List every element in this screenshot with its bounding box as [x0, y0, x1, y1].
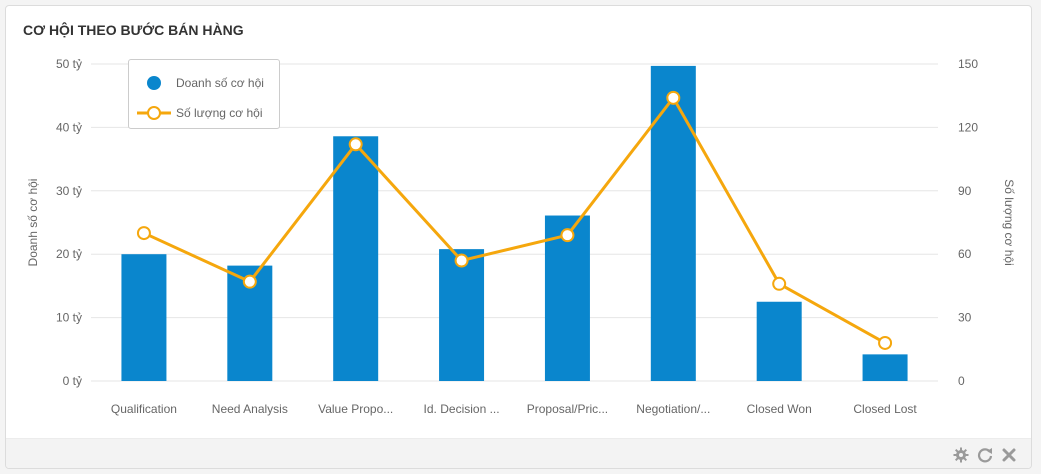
- gear-icon[interactable]: [953, 447, 969, 463]
- y2-tick-label: 150: [958, 57, 978, 71]
- line-point[interactable]: [242, 274, 257, 289]
- legend-label-line: Số lượng cơ hội: [176, 106, 263, 120]
- x-tick-label: Need Analysis: [212, 402, 288, 416]
- bar[interactable]: [756, 301, 802, 381]
- y-axis-title: Doanh số cơ hội: [26, 179, 40, 267]
- chart-panel: CƠ HỘI THEO BƯỚC BÁN HÀNG 0 tỷ 10 tỷ 20 tỷ…: [5, 5, 1032, 469]
- line-point[interactable]: [348, 137, 363, 152]
- line-point[interactable]: [666, 90, 681, 105]
- x-tick-label: Negotiation/...: [636, 402, 710, 416]
- x-tick-label: Id. Decision ...: [424, 402, 500, 416]
- y-tick-label: 20 tỷ: [56, 247, 82, 261]
- legend-label-bar: Doanh số cơ hội: [176, 76, 264, 90]
- x-tick-label: Qualification: [111, 402, 177, 416]
- panel-title: CƠ HỘI THEO BƯỚC BÁN HÀNG: [23, 22, 244, 38]
- y2-tick-label: 120: [958, 120, 978, 134]
- line-point[interactable]: [454, 253, 469, 268]
- bar[interactable]: [121, 254, 167, 381]
- series-line: [143, 96, 886, 345]
- bar[interactable]: [544, 215, 590, 381]
- line-point[interactable]: [772, 276, 787, 291]
- line-point[interactable]: [560, 228, 575, 243]
- y2-tick-label: 90: [958, 184, 972, 198]
- y2-axis-title: Số lượng cơ hội: [1002, 179, 1016, 265]
- y-tick-label: 0 tỷ: [63, 374, 82, 388]
- x-tick-label: Closed Won: [747, 402, 812, 416]
- panel-footer: [6, 438, 1031, 468]
- y2-tick-label: 60: [958, 247, 972, 261]
- close-icon[interactable]: [1001, 447, 1017, 463]
- bar[interactable]: [862, 354, 908, 381]
- line-point[interactable]: [136, 226, 151, 241]
- bar[interactable]: [650, 65, 696, 381]
- y-tick-label: 50 tỷ: [56, 57, 82, 71]
- bar[interactable]: [333, 136, 379, 381]
- bar[interactable]: [439, 249, 485, 381]
- y2-tick-label: 30: [958, 311, 972, 325]
- y-tick-label: 40 tỷ: [56, 120, 82, 134]
- legend-bar-marker: [147, 76, 161, 90]
- y-tick-label: 30 tỷ: [56, 184, 82, 198]
- legend-item-bar[interactable]: Doanh số cơ hội: [129, 72, 279, 94]
- y-tick-label: 10 tỷ: [56, 311, 82, 325]
- y2-tick-label: 0: [958, 374, 965, 388]
- x-tick-label: Value Propo...: [318, 402, 393, 416]
- legend-line-marker: [147, 106, 161, 120]
- refresh-icon[interactable]: [977, 447, 993, 463]
- x-tick-label: Closed Lost: [853, 402, 917, 416]
- x-tick-label: Proposal/Pric...: [527, 402, 608, 416]
- legend: Doanh số cơ hội Số lượng cơ hội: [128, 59, 280, 129]
- line-point[interactable]: [878, 335, 893, 350]
- legend-item-line[interactable]: Số lượng cơ hội: [129, 102, 279, 124]
